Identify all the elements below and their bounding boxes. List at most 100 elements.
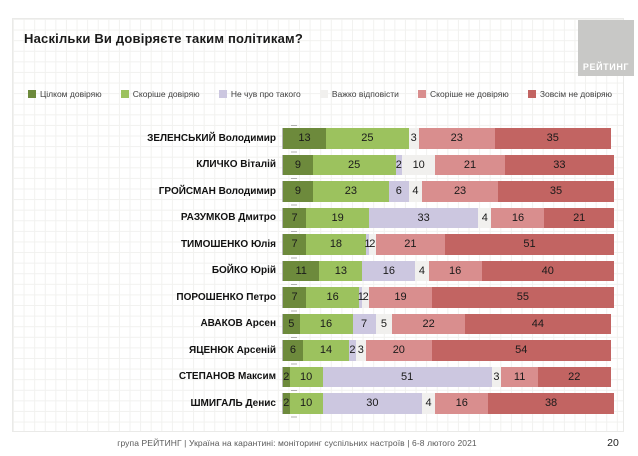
segment-value: 18 [329,238,343,250]
segment-value: 35 [546,132,559,144]
legend-swatch-icon [418,90,427,98]
stacked-bar: 9 25 2 10 21 33 [282,154,614,175]
bar-segment: 10 [289,366,323,387]
bar-segment: 21 [435,154,505,175]
segment-value: 33 [417,211,430,224]
segment-value: 10 [412,158,425,171]
segment-value: 16 [455,397,468,409]
bar-segment: 6 [388,181,409,202]
bar-segment: 33 [369,207,479,228]
segment-value: 21 [573,211,586,224]
bar-segment: 3 [408,128,419,149]
segment-value: 6 [289,344,296,356]
bar-segment: 16 [362,260,416,281]
chart-row: ПОРОШЕНКО Петро 7 16 1 2 19 55 [14,287,614,308]
bar-segment: 38 [488,393,614,414]
bar-segment: 21 [375,234,446,255]
chart-row: АВАКОВ Арсен 5 16 7 5 22 44 [14,313,614,334]
segment-value: 7 [291,238,298,250]
legend-label: Скоріше не довіряю [430,89,509,99]
bar-segment: 21 [544,207,614,228]
segment-value: 19 [331,211,344,224]
bar-segment: 19 [369,287,432,308]
bar-segment: 1 [364,234,370,255]
bar-segment: 2 [283,393,290,414]
segment-value: 2 [283,370,290,383]
segment-value: 4 [418,264,426,277]
segment-value: 2 [349,344,356,356]
segment-value: 25 [348,158,361,171]
segment-value: 11 [513,370,526,383]
segment-value: 3 [357,344,364,356]
segment-value: 23 [344,185,357,197]
bar-segment: 18 [306,234,366,255]
page-number: 20 [607,437,619,449]
bar-segment: 6 [283,340,303,361]
bar-segment: 33 [504,154,614,175]
bar-segment: 22 [392,313,466,334]
bar-segment: 54 [431,340,611,361]
politician-label: ЗЕЛЕНСЬКИЙ Володимир [147,132,276,144]
segment-value: 55 [516,291,530,303]
bar-segment: 3 [491,366,502,387]
bar-segment: 16 [299,313,353,334]
segment-value: 35 [549,185,563,197]
stacked-bar: 2 10 30 4 16 38 [282,393,614,414]
stacked-bar: 5 16 7 5 22 44 [282,313,614,334]
legend-swatch-icon [120,90,129,98]
bar-segment: 7 [283,207,307,228]
bar-segment: 7 [283,234,307,255]
bar-segment: 25 [312,154,396,175]
bar-segment: 44 [465,313,611,334]
chart-row: ГРОЙСМАН Володимир 9 23 6 4 23 35 [14,181,614,202]
chart-row: ЯЦЕНЮК Арсеній 6 14 2 3 20 54 [14,340,614,361]
segment-value: 16 [326,291,339,303]
chart-title: Наскільки Ви довіряєте таким політикам? [24,31,303,46]
segment-value: 2 [369,238,376,250]
segment-value: 54 [515,344,528,356]
segment-value: 16 [448,264,462,277]
segment-value: 1 [357,291,364,303]
stacked-bar: 2 10 51 3 11 22 [282,366,614,387]
segment-value: 23 [450,132,463,144]
bar-segment: 14 [302,340,350,361]
segment-value: 51 [523,238,536,250]
bar-segment: 1 [357,287,364,308]
segment-value: 9 [294,185,301,197]
politician-label: АВАКОВ Арсен [200,318,276,330]
segment-value: 10 [300,397,313,409]
bar-segment: 2 [362,287,370,308]
legend-swatch-icon [218,90,227,98]
chart-legend: Цілком довіряю Скоріше довіряю Не чув про … [28,89,612,99]
segment-value: 23 [453,185,467,197]
segment-value: 5 [288,317,295,330]
stacked-bar: 9 23 6 4 23 35 [282,181,614,202]
bar-segment: 10 [402,154,436,175]
chart-row: БОЙКО Юрій 11 13 16 4 16 40 [14,260,614,281]
bar-segment: 35 [494,128,611,149]
bar-segment: 55 [431,287,614,308]
chart-row: ШМИГАЛЬ Денис 2 10 30 4 16 38 [14,393,614,414]
segment-value: 9 [294,158,301,171]
segment-value: 3 [493,370,500,383]
segment-value: 6 [395,185,402,197]
stacked-bar-chart: ЗЕЛЕНСЬКИЙ Володимир 13 25 3 23 35 КЛИЧКО Віта… [14,125,624,423]
bar-segment: 13 [319,260,363,281]
segment-value: 25 [361,132,374,144]
politician-label: СТЕПАНОВ Максим [178,371,276,383]
bar-segment: 2 [395,154,403,175]
segment-value: 7 [361,317,368,330]
segment-value: 4 [481,211,488,224]
bar-segment: 5 [375,313,393,334]
segment-value: 13 [298,132,311,144]
bar-segment: 22 [537,366,611,387]
politician-label: ЯЦЕНЮК Арсеній [189,344,276,356]
segment-value: 4 [425,397,432,409]
bar-segment: 11 [501,366,538,387]
bar-segment: 7 [283,287,307,308]
politician-label: КЛИЧКО Віталій [196,159,276,171]
bar-segment: 5 [283,313,300,334]
bar-segment: 23 [422,181,499,202]
segment-value: 7 [291,211,298,224]
segment-value: 30 [366,397,379,409]
